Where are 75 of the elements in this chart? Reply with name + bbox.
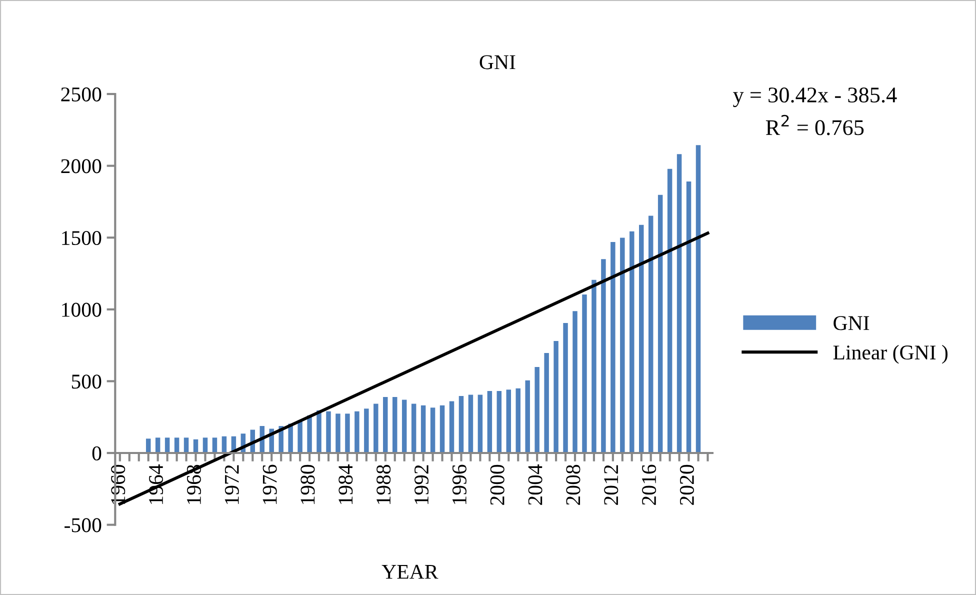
x-tick-label: 1984: [338, 464, 353, 504]
x-tick-label: 2008: [566, 464, 580, 505]
bar: [430, 408, 436, 453]
text: R$^{2}$ = 0.765: [766, 114, 864, 136]
bar: [174, 438, 180, 453]
bar: [648, 216, 654, 453]
bar: [601, 259, 606, 453]
bar: [525, 380, 530, 453]
text: y = 30.42x - 385.4: [733, 88, 897, 108]
bar: [326, 411, 331, 453]
y-tick-label: 2000: [61, 159, 102, 174]
bar: [544, 353, 549, 453]
bar: [402, 400, 407, 453]
bar: [420, 405, 426, 453]
bar: [345, 414, 350, 453]
bar: [307, 415, 312, 453]
bar: [155, 438, 160, 453]
y-tick-label: 1500: [62, 230, 102, 246]
bar: [667, 168, 672, 453]
bar: [392, 396, 398, 453]
y-tick-label: 2500: [61, 87, 102, 102]
bar: [316, 410, 322, 453]
x-tick-label: 1972: [224, 465, 239, 504]
y-tick-label: -500: [64, 518, 102, 532]
y-tick-label: 1000: [62, 302, 102, 317]
bar: [572, 311, 578, 453]
bar: [676, 154, 682, 453]
bar: [496, 390, 502, 453]
bar: [563, 323, 568, 453]
x-tick-label: 2020: [680, 464, 694, 505]
bar: [630, 231, 634, 453]
bar: [516, 388, 520, 453]
x-tick-label: 1980: [300, 464, 315, 504]
x-tick-label: 2000: [490, 464, 504, 505]
bar: [449, 401, 454, 453]
bar: [212, 438, 218, 453]
bar: [478, 394, 483, 453]
bar: [458, 396, 464, 453]
bar: [364, 408, 369, 453]
legend-label: GNI: [834, 316, 870, 330]
bar: [534, 366, 540, 453]
bar: [336, 414, 340, 453]
x-tick-label: 1996: [452, 464, 466, 504]
x-tick-label: 2012: [604, 465, 618, 505]
bar: [610, 242, 616, 453]
y-tick-label: 500: [72, 374, 102, 389]
bar: [639, 224, 644, 453]
x-tick-label: 1992: [414, 465, 429, 504]
x-tick-label: 2016: [642, 464, 656, 505]
y-tick-label: 0: [92, 446, 102, 460]
x-tick-label: 1976: [262, 464, 277, 504]
bar: [298, 420, 302, 453]
bar: [554, 340, 558, 453]
bar: [686, 181, 692, 453]
x-axis-title: YEAR: [382, 564, 438, 579]
bar: [383, 396, 388, 453]
bar: [354, 411, 360, 453]
bar: [440, 405, 445, 453]
bar: [592, 280, 596, 453]
bar: [202, 438, 208, 453]
bar: [658, 194, 663, 453]
bar: [620, 238, 625, 453]
legend-label: Linear (GNI ): [833, 344, 948, 364]
x-tick-label: 2004: [528, 464, 542, 505]
bar: [487, 390, 492, 453]
bar: [468, 394, 474, 453]
bar: [164, 438, 170, 453]
bar: [374, 404, 378, 453]
bar: [506, 390, 512, 453]
chart-title: GNI: [480, 55, 516, 70]
bar: [582, 294, 587, 453]
bar: [696, 145, 701, 453]
bar: [411, 404, 416, 453]
x-tick-label: 1988: [376, 464, 391, 504]
bar: [184, 438, 189, 453]
